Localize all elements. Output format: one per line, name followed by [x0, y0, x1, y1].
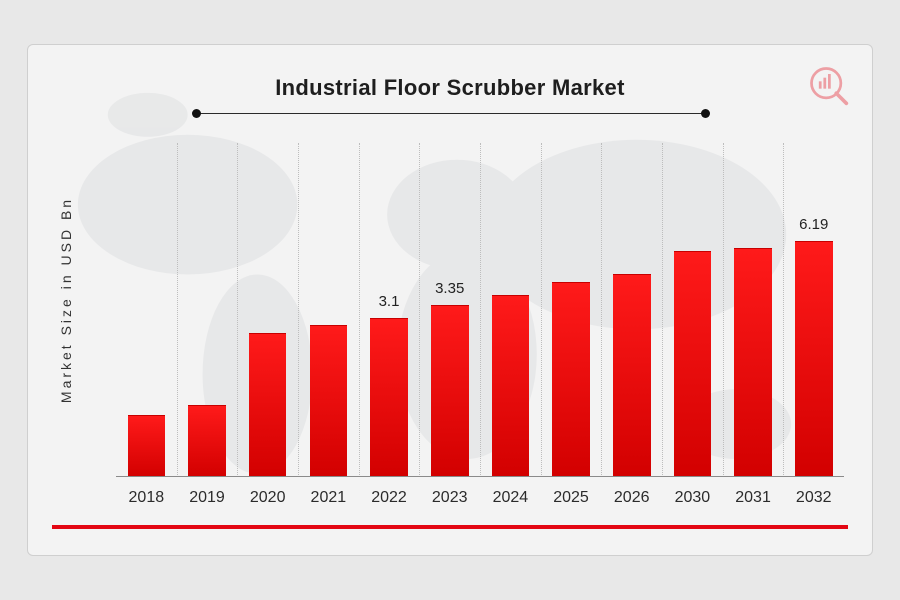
- x-tick-label: 2032: [783, 489, 844, 507]
- title-underline: [196, 113, 706, 114]
- x-tick-label: 2021: [298, 489, 359, 507]
- x-axis-line: [116, 476, 844, 477]
- bar: [128, 415, 166, 477]
- bottom-accent-line: [52, 525, 848, 529]
- x-tick-label: 2018: [116, 489, 177, 507]
- x-tick-label: 2030: [662, 489, 723, 507]
- x-tick-label: 2025: [541, 489, 602, 507]
- bars-container: 3.1 3.35 6.19: [116, 143, 844, 477]
- title-wrap: Industrial Floor Scrubber Market: [28, 75, 872, 101]
- bar-slot: [541, 143, 602, 477]
- bar-slot: [237, 143, 298, 477]
- x-tick-label: 2026: [601, 489, 662, 507]
- bar-value-label: 3.1: [379, 293, 400, 310]
- bar-slot: 3.35: [419, 143, 480, 477]
- x-tick-label: 2024: [480, 489, 541, 507]
- x-tick-label: 2019: [177, 489, 238, 507]
- x-tick-label: 2023: [419, 489, 480, 507]
- bar-slot: [480, 143, 541, 477]
- bar: [613, 274, 651, 477]
- bar-slot: [177, 143, 238, 477]
- bar-value-label: 6.19: [799, 216, 828, 233]
- chart-title: Industrial Floor Scrubber Market: [28, 75, 872, 101]
- bar-slot: 3.1: [359, 143, 420, 477]
- bar: [552, 282, 590, 477]
- bar: [188, 405, 226, 477]
- bar-slot: 6.19: [783, 143, 844, 477]
- bar: [734, 248, 772, 477]
- bar: [492, 295, 530, 477]
- bar: [249, 333, 287, 477]
- plot-area: 3.1 3.35 6.19: [116, 143, 844, 477]
- bar-slot: [662, 143, 723, 477]
- bar: [431, 305, 469, 477]
- y-axis-label: Market Size in USD Bn: [58, 197, 74, 403]
- bar: [795, 241, 833, 477]
- bar-value-label: 3.35: [435, 280, 464, 297]
- x-tick-label: 2020: [237, 489, 298, 507]
- bar: [370, 318, 408, 477]
- chart-card: Industrial Floor Scrubber Market Market …: [27, 44, 873, 556]
- bar-slot: [601, 143, 662, 477]
- x-axis-labels: 2018201920202021202220232024202520262030…: [116, 489, 844, 507]
- x-tick-label: 2031: [723, 489, 784, 507]
- bar-slot: [723, 143, 784, 477]
- bar-slot: [298, 143, 359, 477]
- bar-slot: [116, 143, 177, 477]
- bar: [310, 325, 348, 477]
- x-tick-label: 2022: [359, 489, 420, 507]
- bar: [674, 251, 712, 477]
